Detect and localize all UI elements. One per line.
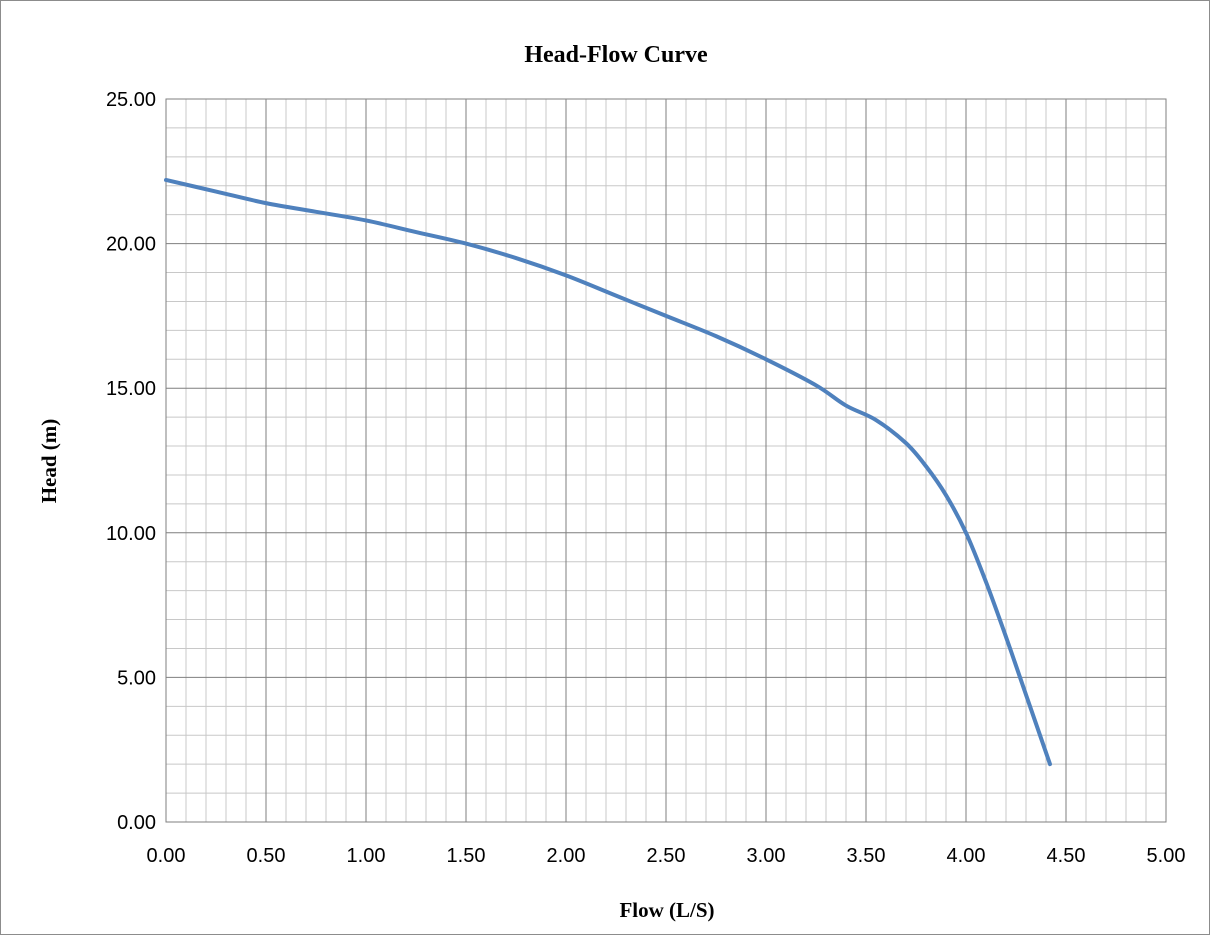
x-tick-label: 1.50 — [447, 845, 486, 867]
y-axis-label: Head (m) — [37, 419, 61, 504]
y-axis-tick-labels: 0.00 5.00 10.00 15.00 20.00 25.00 — [106, 89, 156, 834]
plot-area-border — [165, 98, 1167, 823]
x-tick-label: 5.00 — [1147, 845, 1186, 867]
x-tick-label: 3.50 — [847, 845, 886, 867]
x-tick-label: 4.00 — [947, 845, 986, 867]
x-tick-label: 3.00 — [747, 845, 786, 867]
x-tick-label: 0.00 — [147, 845, 186, 867]
y-tick-label: 15.00 — [106, 378, 156, 400]
x-tick-label: 1.00 — [347, 845, 386, 867]
y-tick-label: 5.00 — [117, 667, 156, 689]
series-line — [164, 177, 1052, 767]
x-axis-label: Flow (L/S) — [619, 898, 714, 922]
x-tick-label: 4.50 — [1047, 845, 1086, 867]
x-tick-label: 2.50 — [647, 845, 686, 867]
y-tick-label: 0.00 — [117, 812, 156, 834]
x-tick-label: 0.50 — [247, 845, 286, 867]
chart-title: Head-Flow Curve — [524, 42, 708, 68]
y-tick-label: 10.00 — [106, 523, 156, 545]
x-tick-label: 2.00 — [547, 845, 586, 867]
y-tick-label: 20.00 — [106, 234, 156, 256]
y-tick-label: 25.00 — [106, 89, 156, 111]
x-axis-tick-labels: 0.00 0.50 1.00 1.50 2.00 2.50 3.00 3.50 4.00 4.50… — [147, 845, 1186, 867]
